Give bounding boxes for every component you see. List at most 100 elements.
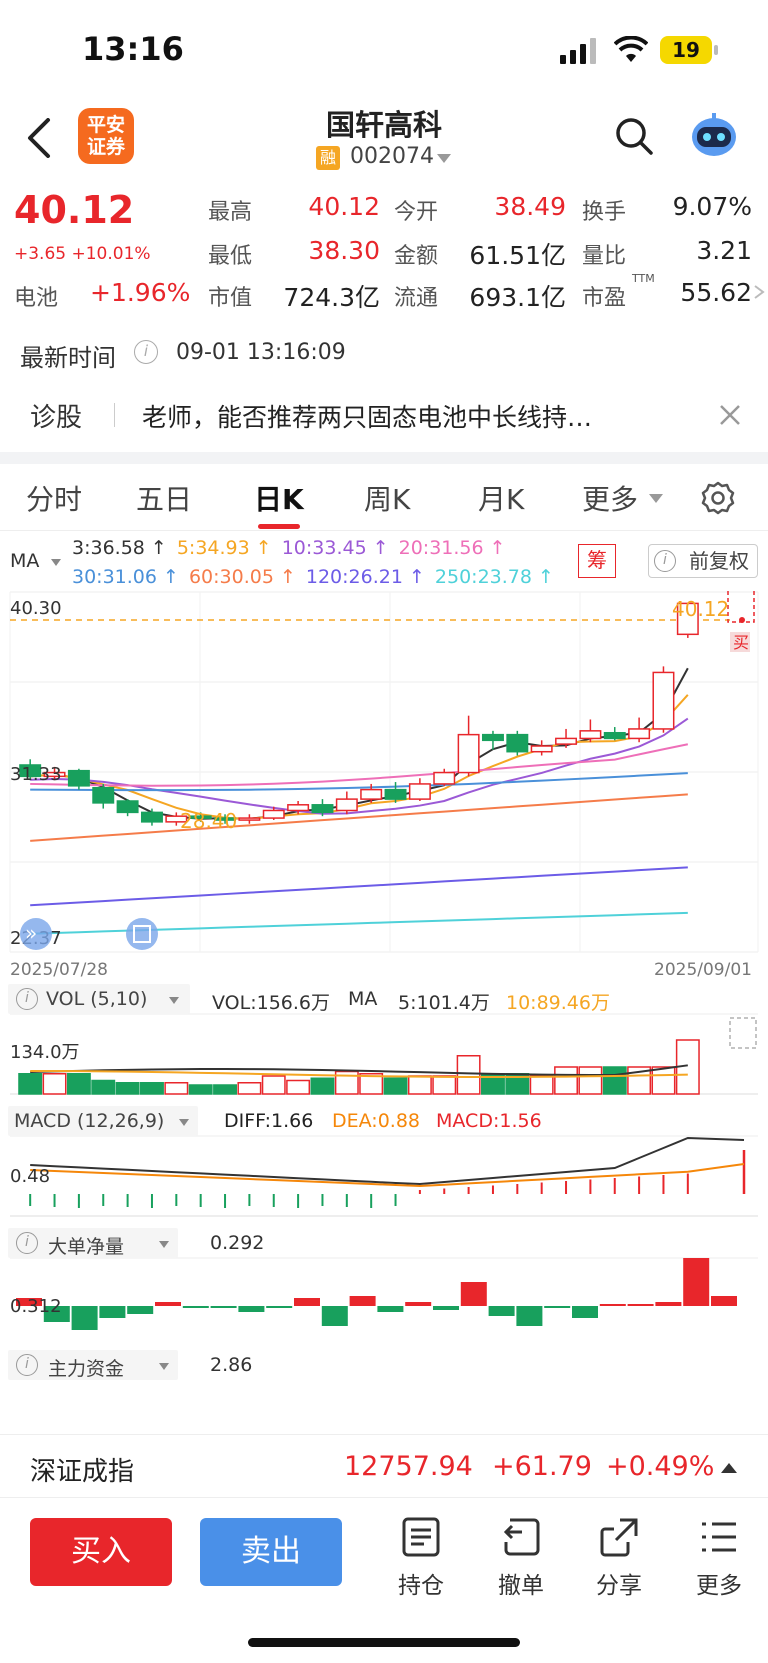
chevron-down-icon[interactable] xyxy=(158,1240,170,1250)
pe-value: 55.62 xyxy=(680,278,752,307)
info-icon[interactable]: i xyxy=(134,340,158,364)
current-volume-highlight xyxy=(729,1017,757,1049)
info-icon[interactable]: i xyxy=(16,988,38,1010)
vol-ma10-line xyxy=(30,1070,688,1078)
ma-legend-row-1: 3:36.58 ↑ 5:34.93 ↑ 10:33.45 ↑ 20:31.56 ↑ xyxy=(72,537,572,559)
chevron-down-icon[interactable] xyxy=(50,558,62,568)
search-icon[interactable] xyxy=(614,116,654,156)
ma-legend-item: 5:34.93 ↑ xyxy=(176,537,272,559)
candle-body xyxy=(92,786,115,804)
float-label: 流通 xyxy=(394,286,439,311)
holdings-icon[interactable] xyxy=(400,1516,442,1558)
volume-bar xyxy=(529,1075,554,1095)
cancel-order-icon[interactable] xyxy=(500,1516,542,1558)
share-icon[interactable] xyxy=(598,1516,640,1558)
tabs-divider xyxy=(0,530,768,531)
macd-panel-selector[interactable] xyxy=(8,1106,198,1136)
update-time: 09-01 13:16:09 xyxy=(176,340,346,365)
big-order-bar xyxy=(572,1306,598,1318)
status-time: 13:16 xyxy=(82,30,184,68)
fullscreen-icon xyxy=(133,925,151,943)
big-order-bar xyxy=(210,1306,237,1308)
adjust-mode-button[interactable]: 前复权 xyxy=(648,544,758,578)
tab-five-day[interactable]: 五日 xyxy=(136,483,193,516)
ma-line xyxy=(30,667,689,820)
more-menu-icon[interactable] xyxy=(698,1516,740,1558)
big-order-bar xyxy=(488,1306,515,1316)
ma-legend-item: 20:31.56 ↑ xyxy=(398,537,506,559)
big-order-title[interactable]: 大单净量 xyxy=(48,1236,125,1258)
candle-body xyxy=(603,731,626,740)
big-order-bar xyxy=(321,1306,348,1326)
big-order-bar xyxy=(349,1296,376,1306)
main-fund-value: 2.86 xyxy=(210,1354,253,1376)
chevron-down-icon[interactable] xyxy=(648,492,664,504)
date-start: 2025/07/28 xyxy=(10,960,108,980)
candle-body xyxy=(262,809,285,819)
cancel-order-label[interactable]: 撤单 xyxy=(498,1573,544,1599)
macd-dea: DEA:0.88 xyxy=(332,1110,421,1132)
tab-intraday[interactable]: 分时 xyxy=(26,483,83,516)
info-icon[interactable]: i xyxy=(16,1232,38,1254)
home-indicator xyxy=(248,1638,520,1647)
date-end: 2025/09/01 xyxy=(654,960,752,980)
chevron-down-icon[interactable] xyxy=(178,1118,190,1128)
ma-lines xyxy=(30,667,689,935)
header: 平安证券 国轩高科 融 002074 xyxy=(0,100,768,180)
info-icon[interactable]: i xyxy=(16,1354,38,1376)
vol-ma5-line xyxy=(30,1064,688,1076)
kline-chart-area[interactable]: 40.3031.3322.3740.1228.402025/07/282025/… xyxy=(0,590,768,1360)
chevron-up-icon[interactable] xyxy=(720,1461,738,1475)
ma-legend-item: 120:26.21 ↑ xyxy=(305,566,425,588)
tab-weekly-k[interactable]: 周K xyxy=(364,483,411,516)
amount-value: 61.51亿 xyxy=(469,241,566,270)
sell-button[interactable]: 卖出 xyxy=(200,1518,342,1586)
chevron-down-icon[interactable] xyxy=(168,996,180,1006)
vol-panel-title[interactable]: VOL (5,10) xyxy=(46,988,148,1010)
share-label[interactable]: 分享 xyxy=(596,1573,642,1599)
battery-icon: 19 xyxy=(660,36,712,64)
info-icon[interactable]: i xyxy=(654,550,676,572)
candle-body xyxy=(214,817,237,821)
big-order-bar xyxy=(711,1296,737,1306)
chip-distribution-button[interactable]: 筹 xyxy=(578,544,616,578)
last-price: 40.12 xyxy=(14,188,135,232)
chevron-down-icon[interactable] xyxy=(158,1362,170,1372)
buy-button[interactable]: 买入 xyxy=(30,1518,172,1586)
buy-tag: 买 xyxy=(733,633,749,652)
y-axis-top: 40.30 xyxy=(10,598,62,619)
big-order-axis-label: 0.312 xyxy=(10,1296,62,1317)
ma-legend-row-2: 30:31.06 ↑ 60:30.05 ↑ 120:26.21 ↑ 250:23.78… xyxy=(72,566,572,588)
more-label[interactable]: 更多 xyxy=(696,1573,742,1599)
big-order-bar xyxy=(599,1304,626,1306)
tab-monthly-k[interactable]: 月K xyxy=(478,483,525,516)
sector-change[interactable]: +1.96% xyxy=(90,278,191,307)
index-bar[interactable]: 深证成指 12757.94 +61.79 +0.49% xyxy=(0,1434,768,1498)
back-icon[interactable] xyxy=(26,118,52,158)
tab-more[interactable]: 更多 xyxy=(582,483,639,516)
broker-logo[interactable]: 平安证券 xyxy=(78,108,134,164)
tab-daily-k[interactable]: 日K xyxy=(254,483,304,516)
diagnosis-question[interactable]: 老师，能否推荐两只固态电池中长线持… xyxy=(142,403,593,432)
robot-assistant-icon[interactable] xyxy=(688,110,740,160)
chevron-down-icon[interactable] xyxy=(436,152,452,164)
volume-bar xyxy=(261,1075,286,1095)
settings-gear-icon[interactable] xyxy=(700,480,736,516)
ma-line xyxy=(30,772,688,792)
diagnosis-bar[interactable]: 诊股 老师，能否推荐两只固态电池中长线持… xyxy=(0,385,768,445)
macd-axis-label: 0.48 xyxy=(10,1166,50,1187)
macd-panel-title[interactable]: MACD (12,26,9) xyxy=(14,1110,165,1132)
turnover-value: 9.07% xyxy=(672,192,752,221)
vol-panel-selector[interactable] xyxy=(8,984,190,1014)
holdings-label[interactable]: 持仓 xyxy=(398,1573,444,1599)
divider xyxy=(114,403,115,427)
volume-bar xyxy=(188,1084,213,1095)
chevron-right-icon[interactable] xyxy=(752,284,766,300)
close-icon[interactable] xyxy=(718,403,742,427)
main-fund-title[interactable]: 主力资金 xyxy=(48,1358,125,1380)
big-order-bar xyxy=(460,1282,487,1306)
ma-label[interactable]: MA xyxy=(10,550,40,572)
volume-bar xyxy=(651,1066,676,1095)
big-order-bar xyxy=(294,1298,320,1306)
sector-label[interactable]: 电池 xyxy=(14,286,59,311)
